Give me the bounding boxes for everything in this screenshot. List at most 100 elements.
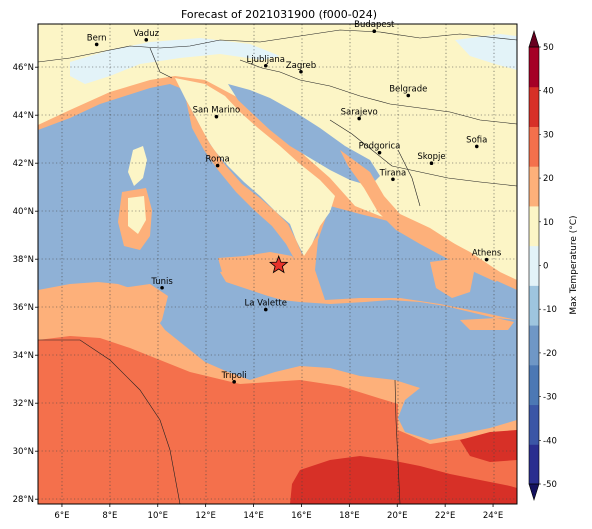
- lon-tick-label: 22°E: [435, 511, 455, 521]
- city-label: Zagreb: [286, 61, 316, 71]
- colorbar-segment: [529, 86, 539, 127]
- city-dot: [429, 161, 434, 165]
- sardinia-interior: [128, 196, 146, 234]
- colorbar-tick-label: 50: [543, 43, 554, 53]
- colorbar-tick-label: -20: [543, 349, 557, 359]
- colorbar-segment: [529, 285, 539, 326]
- colorbar-min-extension: [528, 483, 540, 502]
- map-frame: [37, 23, 518, 505]
- tunisia-warm: [120, 284, 168, 338]
- colorbar-segment: [529, 245, 539, 286]
- city-dot: [214, 114, 219, 119]
- lon-tick-label: 16°E: [291, 511, 311, 521]
- city-label: Athens: [472, 249, 502, 259]
- lon-tick-label: 6°E: [54, 511, 69, 521]
- city-label: Ljubljana: [247, 55, 285, 65]
- adriatic-sea: [228, 84, 380, 186]
- city-dot: [372, 29, 377, 33]
- city-label: Belgrade: [389, 85, 427, 95]
- city-label: Podgorica: [359, 142, 401, 152]
- map-title: Forecast of 2021031900 (f000-024): [181, 8, 377, 21]
- city-label: Skopje: [417, 152, 445, 162]
- colorbar-tick-label: -10: [543, 305, 557, 315]
- colorbar-label: Max Temperature (°C): [569, 215, 579, 314]
- lon-tick-label: 24°E: [483, 511, 503, 521]
- lat-tick-label: 34°N: [13, 351, 34, 361]
- city-dot: [232, 380, 236, 384]
- italy-land: [175, 78, 335, 256]
- colorbar-segment: [529, 364, 539, 406]
- lat-tick-label: 46°N: [13, 63, 34, 73]
- lon-tick-label: 8°E: [102, 511, 117, 521]
- lon-tick-label: 10°E: [148, 511, 168, 521]
- crete-land: [460, 318, 514, 330]
- city-label: La Valette: [245, 299, 288, 309]
- colorbar-tick-label: -30: [543, 393, 557, 403]
- city-dot: [263, 307, 268, 312]
- peloponnese-land: [430, 258, 474, 298]
- lat-tick-label: 32°N: [13, 399, 34, 409]
- colorbar-segment: [529, 47, 539, 88]
- city-label: Vaduz: [133, 29, 159, 39]
- city-dot: [357, 116, 361, 121]
- lat-tick-label: 36°N: [13, 303, 34, 313]
- lat-tick-label: 40°N: [13, 207, 34, 217]
- city-label: Bern: [87, 33, 107, 43]
- city-label: Sofia: [466, 135, 487, 145]
- colorbar-segment: [529, 205, 539, 247]
- longitude-ticks: 6°E 8°E 10°E 12°E 14°E 16°E 18°E 20°E 22°E 24°E: [54, 504, 503, 521]
- lon-tick-label: 20°E: [387, 511, 407, 521]
- city-label: Sarajevo: [341, 108, 378, 118]
- corsica-land: [128, 146, 147, 186]
- colorbar-segment: [529, 444, 539, 485]
- alps-cold-region: [70, 38, 280, 84]
- lat-tick-label: 28°N: [13, 495, 34, 505]
- city-dot: [263, 63, 268, 68]
- city-dot: [144, 38, 149, 42]
- colorbar-segment: [529, 404, 539, 445]
- lat-tick-label: 44°N: [13, 111, 34, 121]
- country-borders: [38, 29, 517, 504]
- lon-tick-label: 18°E: [339, 511, 359, 521]
- colorbar-tick-label: -50: [543, 480, 557, 490]
- graticule: [38, 24, 517, 504]
- balkan-coast-warm: [340, 150, 500, 282]
- city-dot: [94, 42, 99, 47]
- colorbar-tick-label: 40: [543, 87, 554, 97]
- city-dot: [484, 257, 489, 262]
- city-dot: [215, 163, 220, 168]
- event-marker: [269, 255, 289, 274]
- city-dot: [406, 93, 411, 98]
- colorbar-segment: [529, 166, 539, 207]
- colorbar: -50 -40 -30 -20 -10 0 10 20 30 40 50: [528, 29, 557, 502]
- city-dot: [474, 144, 479, 149]
- lon-tick-label: 12°E: [195, 511, 215, 521]
- city-dot: [160, 285, 164, 290]
- city-label: Tirana: [379, 168, 407, 178]
- city-dot: [299, 69, 303, 74]
- city-label: Tunis: [150, 277, 173, 287]
- lat-tick-label: 42°N: [13, 159, 34, 169]
- star-icon: [269, 255, 289, 274]
- colorbar-tick-label: -40: [543, 436, 557, 446]
- colorbar-tick-label: 0: [543, 262, 548, 272]
- city-label: Roma: [206, 155, 230, 165]
- lat-tick-label: 30°N: [13, 447, 34, 457]
- colorbar-segment: [529, 325, 539, 366]
- lat-tick-label: 38°N: [13, 255, 34, 265]
- colorbar-tick-label: 10: [543, 218, 554, 228]
- city-label: San Marino: [193, 106, 241, 116]
- colorbar-tick-label: 30: [543, 130, 554, 140]
- colorbar-segment: [529, 126, 539, 167]
- north-africa-30-40: [290, 456, 517, 504]
- carpathian-cold-region: [455, 34, 517, 70]
- lon-tick-label: 14°E: [243, 511, 263, 521]
- colorbar-max-extension: [528, 29, 540, 48]
- city-dot: [391, 177, 395, 182]
- latitude-ticks: 28°N 30°N 32°N 34°N 36°N 38°N 40°N 42°N 44°N 46°N: [13, 63, 38, 505]
- city-label: Budapest: [354, 20, 395, 30]
- city-dot: [377, 150, 382, 155]
- italy-warm-coast: [186, 100, 302, 262]
